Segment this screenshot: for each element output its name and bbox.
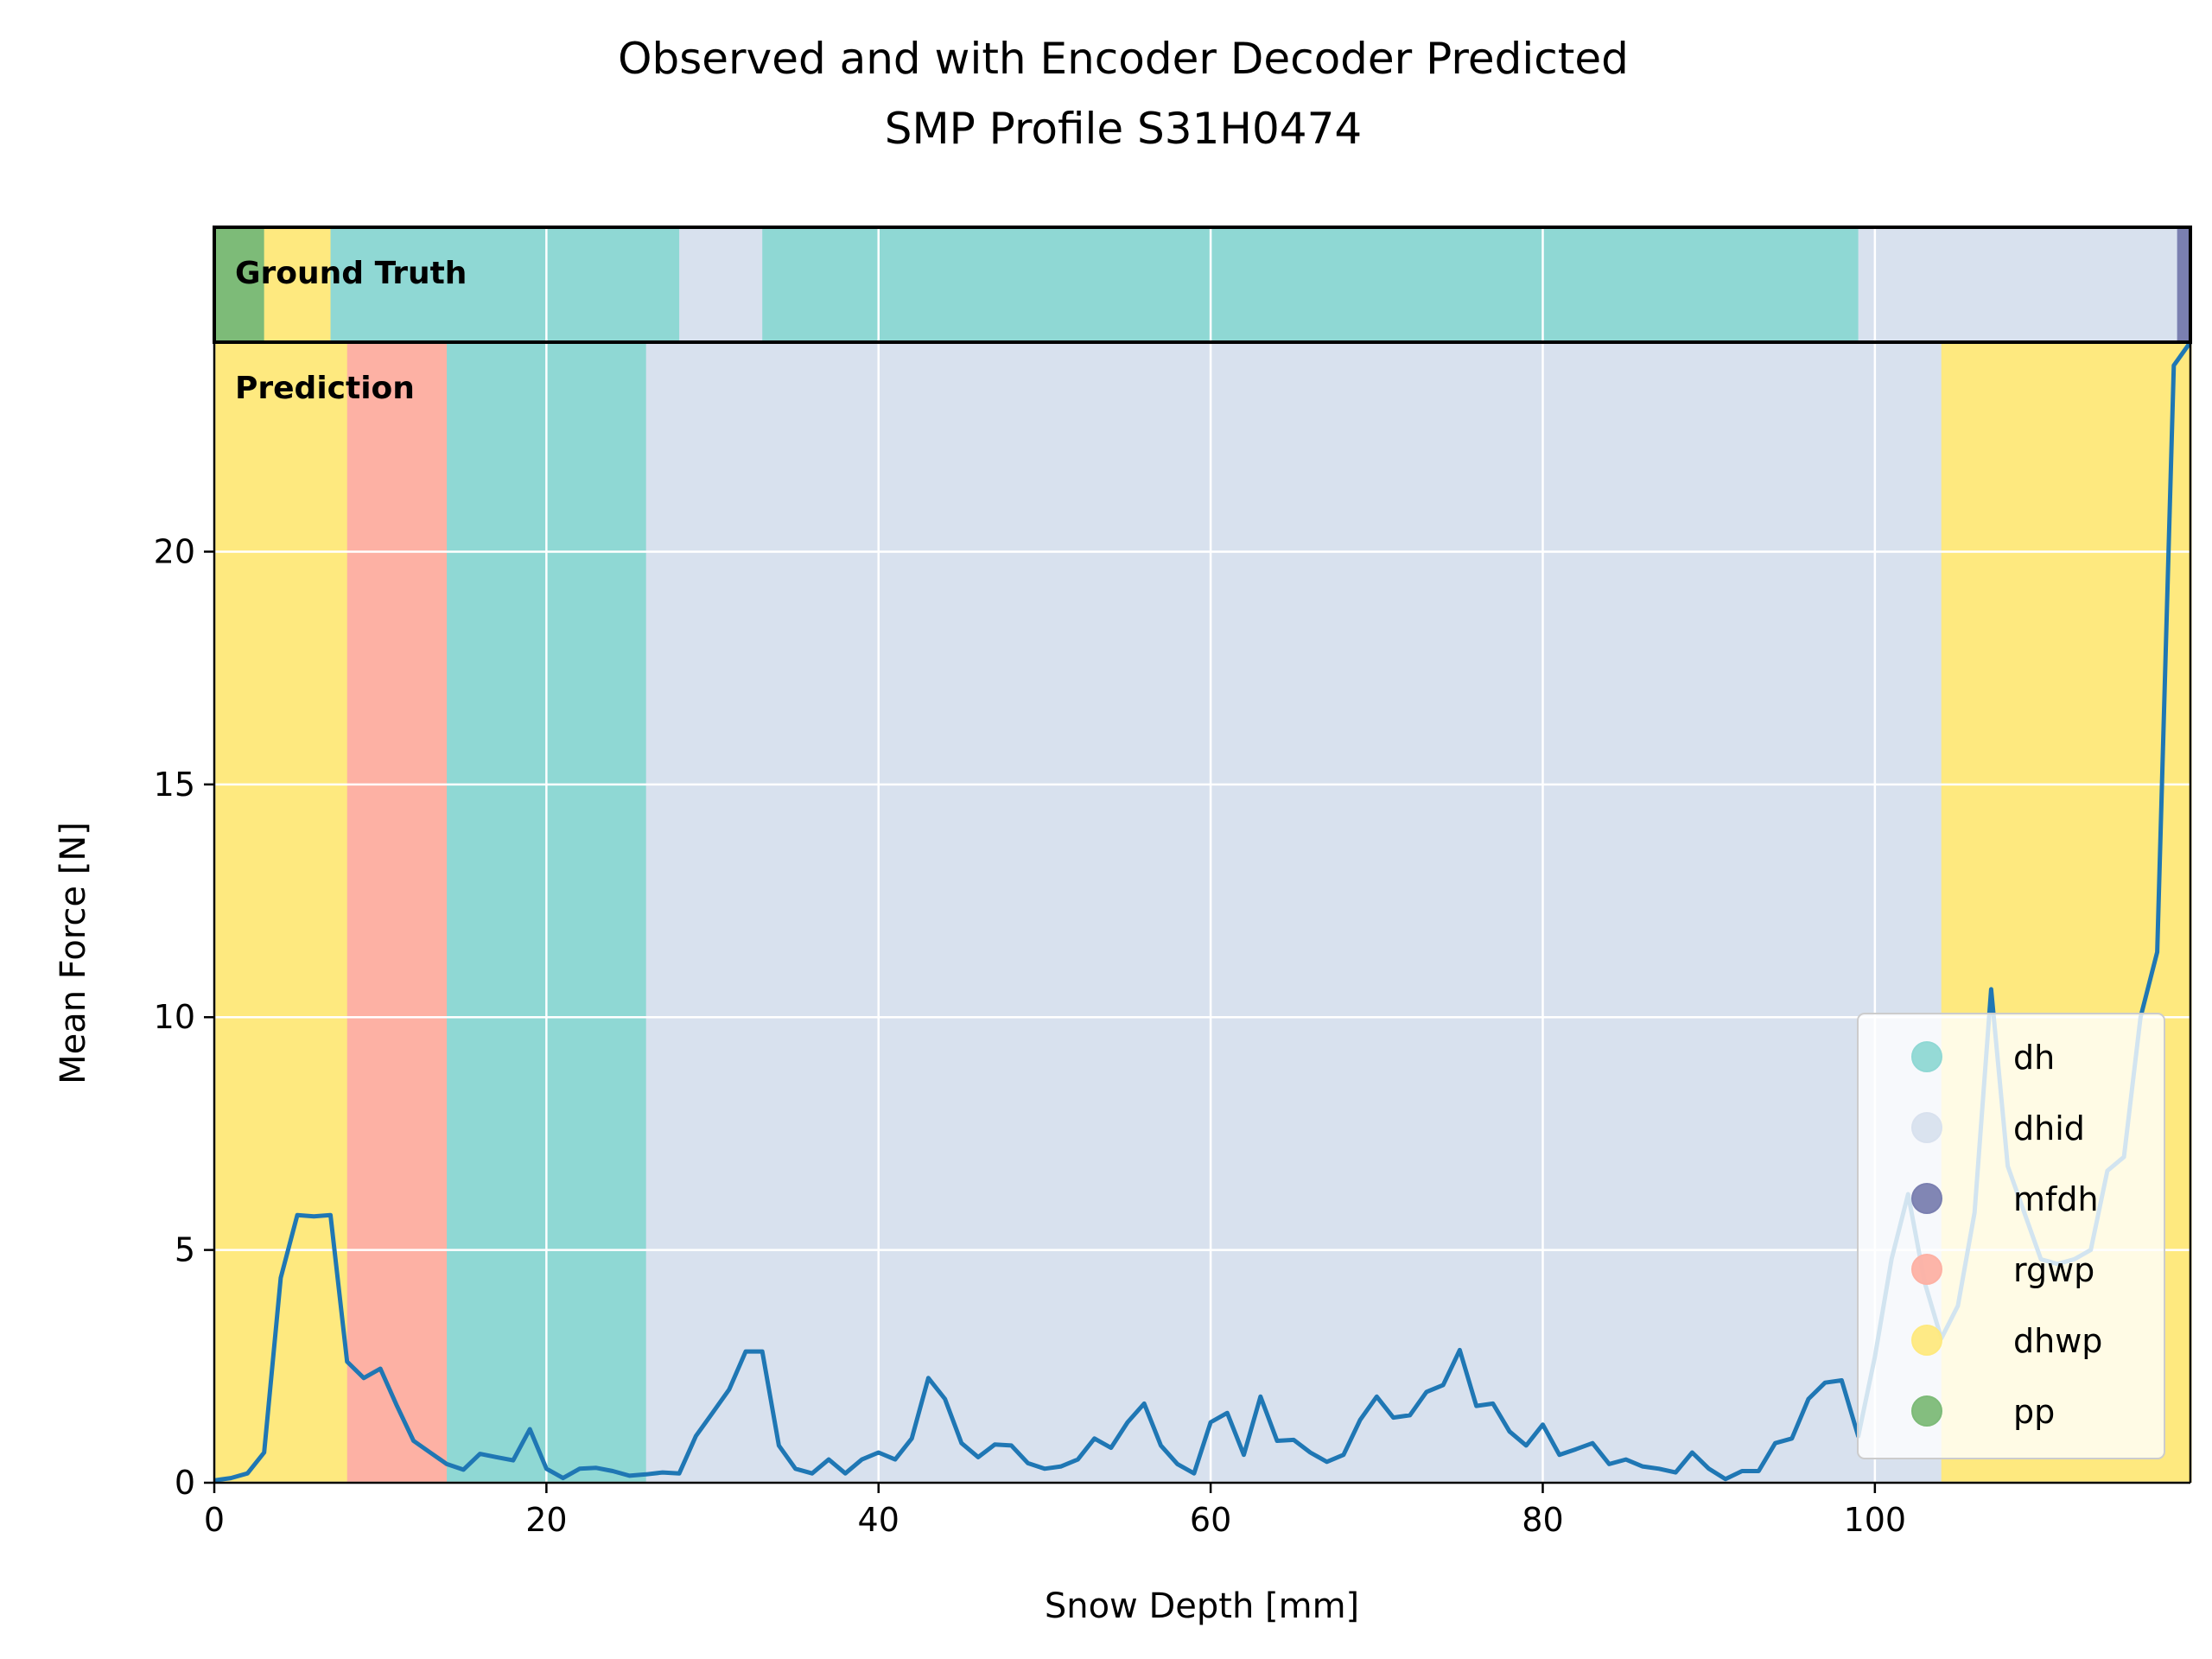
chart-title: Observed and with Encoder Decoder Predic…	[618, 34, 1629, 84]
ground-truth-frame	[213, 226, 2192, 344]
ground-truth-band-mfdh	[2177, 227, 2190, 342]
legend-label-rgwp: rgwp	[2013, 1251, 2094, 1289]
y-tick-label: 20	[154, 532, 195, 570]
legend-marker-mfdh	[1911, 1183, 1942, 1214]
legend-label-mfdh: mfdh	[2013, 1180, 2099, 1218]
x-tick-label: 100	[1844, 1501, 1907, 1539]
ground-truth-band-dhwp	[264, 227, 331, 342]
x-tick-label: 40	[858, 1501, 899, 1539]
chart-subtitle: SMP Profile S31H0474	[885, 104, 1363, 154]
ground-truth-band-dh	[762, 227, 1859, 342]
y-tick-label: 0	[175, 1464, 195, 1502]
legend-label-dh: dh	[2013, 1039, 2055, 1077]
axes: 0 20 40 60 80 100 0 5 10 15 20	[154, 342, 2192, 1539]
ground-truth-band-dh	[330, 227, 680, 342]
prediction-label: Prediction	[235, 371, 415, 406]
x-axis-label: Snow Depth [mm]	[1045, 1586, 1359, 1626]
ground-truth-band-dhid	[679, 227, 763, 342]
legend-label-dhid: dhid	[2013, 1109, 2085, 1147]
prediction-band-dhid	[645, 342, 1942, 1483]
x-tick-label: 0	[204, 1501, 225, 1539]
legend-marker-dhwp	[1911, 1325, 1942, 1356]
legend-label-dhwp: dhwp	[2013, 1322, 2102, 1360]
prediction-band-dhwp	[214, 342, 347, 1483]
y-tick-label: 10	[154, 998, 195, 1036]
ground-truth-label: Ground Truth	[235, 256, 467, 291]
y-axis-label: Mean Force [N]	[54, 822, 93, 1084]
y-tick-label: 5	[175, 1231, 195, 1269]
ground-truth-strip	[214, 227, 2192, 342]
legend-marker-pp	[1911, 1395, 1942, 1427]
x-tick-label: 20	[525, 1501, 567, 1539]
x-tick-label: 60	[1190, 1501, 1231, 1539]
ground-truth-band-dhid	[1858, 227, 2177, 342]
legend-marker-dhid	[1911, 1112, 1942, 1143]
legend-marker-dh	[1911, 1041, 1942, 1072]
legend-label-pp: pp	[2013, 1393, 2055, 1431]
legend-marker-rgwp	[1911, 1254, 1942, 1285]
prediction-bands	[214, 342, 2192, 1483]
legend-box	[1857, 1013, 2165, 1459]
legend: dh dhid mfdh rgwp dhwp pp	[1857, 1013, 2165, 1459]
y-tick-label: 15	[154, 766, 195, 804]
x-tick-label: 80	[1522, 1501, 1563, 1539]
ground-truth-band-pp	[214, 227, 264, 342]
prediction-band-rgwp	[346, 342, 448, 1483]
